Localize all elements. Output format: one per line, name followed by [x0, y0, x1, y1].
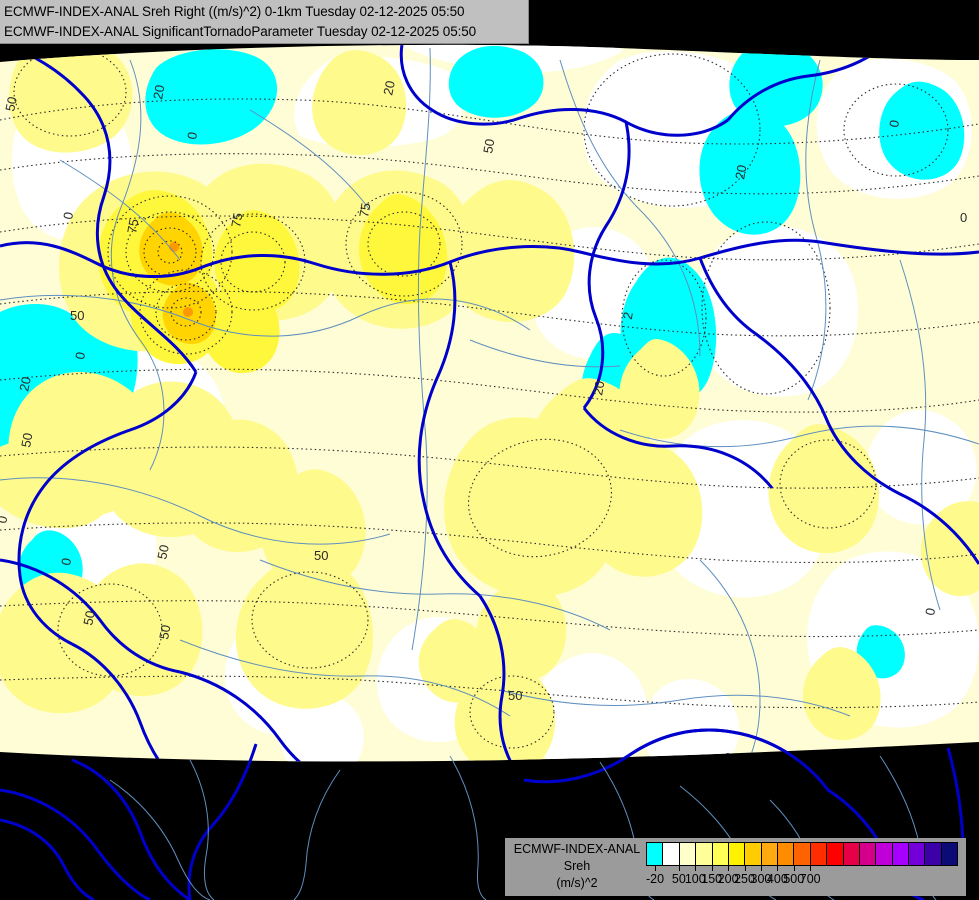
- colorbar[interactable]: [646, 842, 958, 866]
- colorbar-tick-label: 50: [671, 872, 686, 886]
- colorbar-swatch: [794, 843, 811, 865]
- svg-text:0: 0: [72, 351, 88, 361]
- svg-text:50: 50: [480, 138, 497, 155]
- colorbar-swatch: [876, 843, 893, 865]
- svg-text:20: 20: [380, 79, 398, 96]
- colorbar-tickmark: [711, 866, 713, 871]
- legend-text-block: ECMWF-INDEX-ANAL Sreh (m/s)^2: [511, 841, 643, 892]
- svg-text:50: 50: [80, 609, 98, 626]
- colorbar-tick-label: 700: [799, 872, 821, 886]
- colorbar-wrapper: -20 50 100 150 200 250 300 400 500 700: [646, 842, 958, 888]
- colorbar-swatch: [663, 843, 680, 865]
- colorbar-tickmark: [728, 866, 730, 871]
- colorbar-tickmark: [793, 866, 795, 871]
- colorbar-tickmark: [810, 866, 812, 871]
- colorbar-swatch: [728, 843, 746, 865]
- colorbar-tickmark: [655, 866, 657, 871]
- title-line-secondary: ECMWF-INDEX-ANAL SignificantTornadoParam…: [4, 24, 477, 39]
- colorbar-swatch: [696, 843, 713, 865]
- svg-text:50: 50: [154, 543, 172, 560]
- svg-text:0: 0: [922, 607, 938, 617]
- svg-text:0: 0: [58, 557, 74, 567]
- colorbar-swatch: [679, 843, 697, 865]
- colorbar-tickmarks: [646, 866, 958, 872]
- svg-text:50: 50: [2, 95, 20, 112]
- colorbar-tickmark: [744, 866, 746, 871]
- colorbar-tickmark: [760, 866, 762, 871]
- colorbar-tickmark: [695, 866, 697, 871]
- contour-fill-layer: 50 20 0 20 50 20 0 0 75 75 75 50 20 20 0…: [0, 44, 979, 762]
- svg-text:75: 75: [228, 212, 245, 229]
- colorbar-swatch: [941, 843, 958, 865]
- colorbar-tickmark: [678, 866, 680, 871]
- colorbar-swatch: [761, 843, 778, 865]
- svg-text:50: 50: [508, 688, 522, 703]
- colorbar-swatch: [892, 843, 909, 865]
- colorbar-swatch: [810, 843, 828, 865]
- svg-text:50: 50: [314, 548, 328, 563]
- colorbar-tick-label: 250: [734, 872, 755, 886]
- colorbar-swatch: [925, 843, 942, 865]
- svg-text:0: 0: [886, 119, 902, 129]
- colorbar-tick-label: 500: [783, 872, 805, 886]
- svg-text:75: 75: [124, 218, 141, 235]
- colorbar-swatch: [712, 843, 729, 865]
- river-lines: [0, 47, 979, 762]
- contour-lines: [0, 47, 979, 749]
- svg-text:50: 50: [18, 432, 35, 449]
- svg-text:50: 50: [156, 624, 173, 641]
- colorbar-swatch: [745, 843, 762, 865]
- colorbar-tick-label: -20: [645, 872, 665, 886]
- svg-text:0: 0: [60, 211, 76, 221]
- svg-text:20: 20: [16, 375, 34, 392]
- svg-text:0: 0: [0, 514, 10, 524]
- colorbar-tick-label: 200: [717, 872, 739, 886]
- svg-text:20: 20: [732, 164, 749, 181]
- svg-text:20: 20: [590, 380, 607, 397]
- svg-text:0: 0: [184, 131, 200, 141]
- colorbar-tickmark: [777, 866, 779, 871]
- legend-panel: ECMWF-INDEX-ANAL Sreh (m/s)^2 -20 50 100 15…: [505, 838, 966, 896]
- colorbar-swatch: [843, 843, 860, 865]
- map-title-block: ECMWF-INDEX-ANAL Sreh Right ((m/s)^2) 0-…: [0, 0, 529, 44]
- country-borders: [0, 44, 979, 762]
- legend-variable-label: Sreh: [563, 859, 591, 873]
- colorbar-swatch: [827, 843, 844, 865]
- legend-units-label: (m/s)^2: [556, 876, 598, 890]
- colorbar-tick-label: 300: [750, 872, 772, 886]
- legend-model-label: ECMWF-INDEX-ANAL: [513, 842, 641, 856]
- colorbar-swatch: [859, 843, 877, 865]
- colorbar-swatch: [909, 843, 926, 865]
- colorbar-swatch: [778, 843, 795, 865]
- colorbar-swatch: [647, 843, 664, 865]
- colorbar-tick-label: 400: [766, 872, 788, 886]
- svg-text:75: 75: [356, 202, 373, 219]
- svg-text:0: 0: [960, 210, 967, 225]
- svg-text:20: 20: [150, 84, 167, 101]
- colorbar-tick-label: 100: [684, 872, 706, 886]
- colorbar-tick-labels: -20 50 100 150 200 250 300 400 500 700: [646, 872, 958, 888]
- title-line-primary: ECMWF-INDEX-ANAL Sreh Right ((m/s)^2) 0-…: [4, 4, 465, 19]
- svg-text:50: 50: [70, 308, 84, 323]
- colorbar-tick-label: 150: [701, 872, 723, 886]
